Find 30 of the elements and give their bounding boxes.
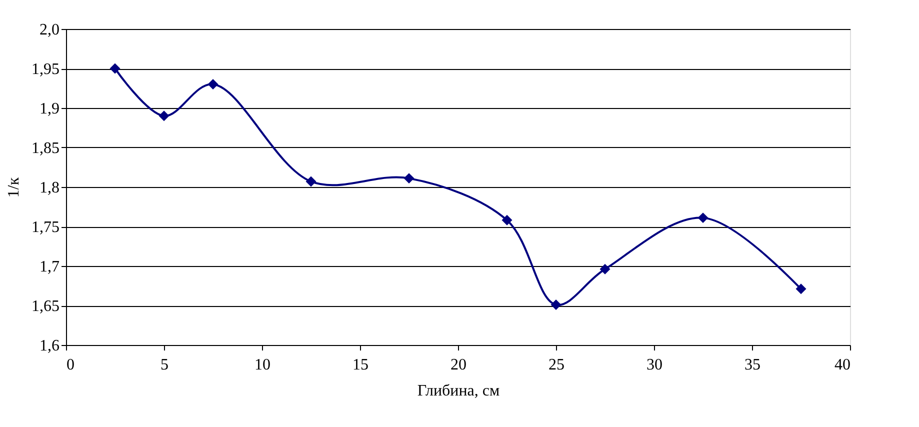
x-tick-label: 35: [744, 356, 760, 374]
y-tick-label: 1,9: [40, 100, 60, 118]
point: [306, 176, 316, 187]
x-tick-label: 5: [160, 356, 168, 374]
x-tick-label: 20: [450, 356, 466, 374]
y-tick-label: 1,75: [32, 219, 60, 236]
y-tick-label: 1,95: [32, 61, 60, 78]
y-tick-label: 1,85: [32, 140, 60, 157]
y-tick-label: 2,0: [40, 22, 60, 38]
y-tick-label: 1,7: [40, 258, 60, 276]
x-tick-label: 0: [66, 356, 74, 374]
point: [600, 264, 610, 274]
y-tick-label: 1,65: [32, 298, 60, 315]
point: [550, 299, 562, 310]
x-tick-label: 40: [834, 356, 850, 374]
point: [796, 284, 806, 294]
point: [110, 63, 120, 74]
point: [158, 110, 170, 122]
x-tick-label: 30: [646, 356, 662, 374]
point: [698, 212, 708, 224]
point: [404, 173, 414, 184]
y-tick-label: 1,8: [40, 180, 60, 196]
y-axis-title: 1/к: [6, 177, 22, 198]
point: [502, 214, 512, 226]
x-tick-label: 15: [352, 356, 368, 374]
y-tick-label: 1,6: [40, 338, 60, 354]
x-tick-label: 10: [254, 356, 270, 374]
x-tick-label: 25: [548, 356, 564, 374]
x-axis-title: Глибина, см: [417, 382, 500, 400]
point: [208, 79, 218, 90]
